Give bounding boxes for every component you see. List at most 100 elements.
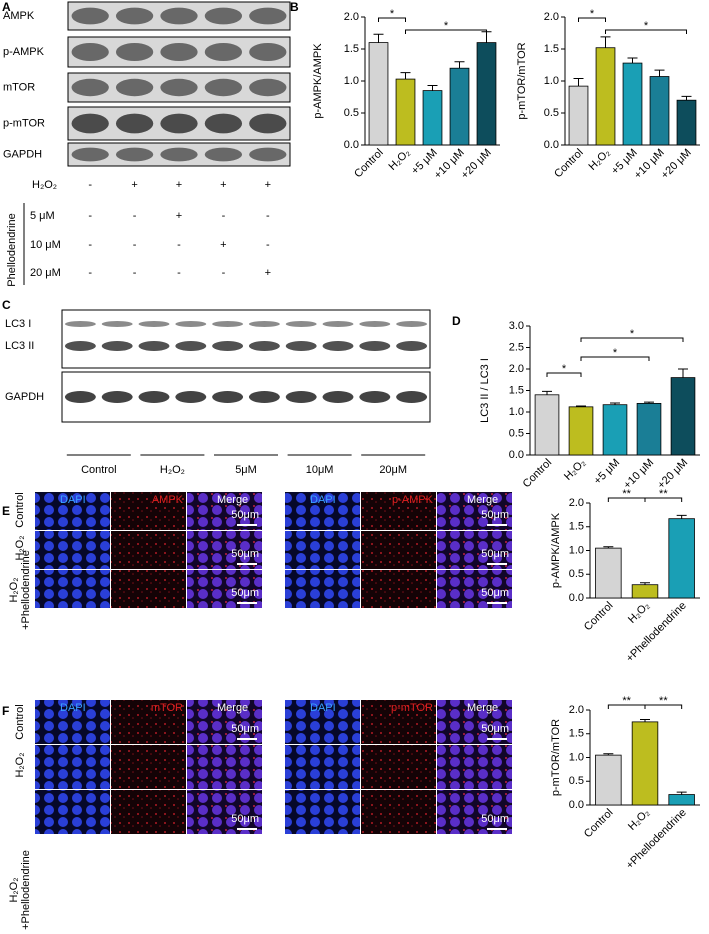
y-tick-label: 0.0	[544, 139, 559, 151]
bar	[649, 76, 670, 146]
row-label: H₂O₂	[8, 577, 20, 602]
error-bar	[678, 368, 688, 378]
significance-bracket	[405, 29, 487, 34]
micrograph	[111, 700, 186, 744]
micrograph	[111, 790, 186, 834]
x-tick-label: H₂O₂	[562, 457, 588, 483]
micrograph	[285, 492, 360, 530]
y-tick-label: 2.0	[569, 704, 584, 716]
treatment-mark: -	[222, 210, 226, 222]
error-bar	[454, 61, 465, 69]
micrograph	[35, 700, 110, 744]
y-tick-label: 1.0	[569, 751, 584, 763]
treatment-label: H₂O₂	[32, 179, 57, 191]
bar	[395, 78, 416, 146]
y-tick-label: 0.5	[569, 568, 584, 580]
significance-label: **	[622, 488, 631, 500]
micrograph	[285, 745, 360, 789]
blot-band	[64, 391, 96, 403]
channel-label: DAPI	[310, 494, 336, 506]
scale-label: 50μm	[481, 587, 509, 599]
significance-bracket	[580, 356, 650, 361]
significance-bracket	[644, 497, 683, 502]
y-tick-label: 0.0	[569, 592, 584, 604]
x-tick-label: +20 μM	[655, 457, 690, 492]
blot-band	[175, 321, 207, 327]
micrograph	[111, 492, 186, 530]
blot-band	[160, 113, 198, 134]
micrograph	[285, 790, 360, 834]
blot-band	[248, 321, 280, 327]
significance-label: *	[644, 20, 649, 32]
blot-band	[396, 341, 428, 351]
scale-label: 50μm	[481, 548, 509, 560]
treatment-mark: -	[133, 239, 137, 251]
blot-band	[396, 391, 428, 403]
bar	[670, 377, 696, 456]
blot-band	[101, 321, 133, 327]
blot-band	[115, 7, 154, 25]
error-bar	[573, 77, 584, 87]
blot-band	[138, 321, 170, 327]
blot-band	[71, 7, 109, 25]
blot-band	[249, 113, 287, 134]
y-tick-label: 0.0	[509, 449, 524, 461]
bar	[676, 99, 697, 146]
significance-label: *	[562, 363, 567, 375]
blot-band	[115, 147, 154, 162]
micrograph	[437, 700, 512, 744]
significance-label: *	[444, 20, 449, 32]
y-tick-label: 1.0	[544, 75, 559, 87]
micrograph	[437, 492, 512, 530]
scale-label: 50μm	[231, 587, 259, 599]
y-tick-label: 1.0	[509, 406, 524, 418]
micrograph	[111, 570, 186, 608]
micrograph	[187, 700, 262, 744]
blot-band	[71, 113, 109, 134]
blot-band	[138, 341, 170, 351]
micrograph	[361, 700, 436, 744]
y-tick-label: 2.0	[569, 497, 584, 509]
blot-label: p-AMPK	[3, 46, 45, 58]
blot-band	[175, 391, 207, 403]
row-label: +Phellodendrine	[20, 550, 32, 630]
error-bar	[640, 719, 650, 722]
row-label: Control	[14, 704, 26, 739]
blot-box	[61, 309, 431, 369]
y-tick-label: 1.5	[569, 728, 584, 740]
treatment-label: 20 μM	[30, 267, 61, 279]
bar	[668, 518, 695, 599]
blot-band	[359, 391, 391, 403]
error-bar	[427, 84, 438, 91]
group-label: Phellodendrine	[6, 213, 18, 286]
group-label: H₂O₂	[160, 464, 185, 476]
x-tick-label: Control	[521, 457, 555, 491]
significance-bracket	[578, 17, 606, 22]
y-tick-label: 1.0	[344, 75, 359, 87]
y-tick-label: 0.5	[509, 427, 524, 439]
treatment-mark: -	[88, 179, 92, 191]
y-tick-label: 0.0	[344, 139, 359, 151]
error-bar	[640, 582, 650, 585]
treatment-mark: -	[88, 210, 92, 222]
blot-band	[138, 391, 170, 403]
significance-bracket	[546, 372, 582, 377]
treatment-mark: +	[220, 239, 226, 251]
micrograph	[187, 531, 262, 569]
blot-band	[359, 321, 391, 327]
channel-label: mTOR	[151, 702, 183, 714]
x-tick-label: Control	[552, 147, 586, 181]
y-axis-label: p-AMPK/AMPK	[312, 43, 324, 119]
micrograph	[111, 531, 186, 569]
micrograph	[361, 531, 436, 569]
treatment-mark: -	[133, 267, 137, 279]
treatment-mark: -	[266, 239, 270, 251]
blot-label: AMPK	[3, 10, 35, 22]
treatment-mark: -	[177, 239, 181, 251]
blot-band	[285, 321, 317, 327]
channel-label: DAPI	[310, 702, 336, 714]
treatment-mark: -	[133, 210, 137, 222]
micrograph	[285, 531, 360, 569]
error-bar	[676, 791, 687, 795]
treatment-mark: -	[88, 239, 92, 251]
